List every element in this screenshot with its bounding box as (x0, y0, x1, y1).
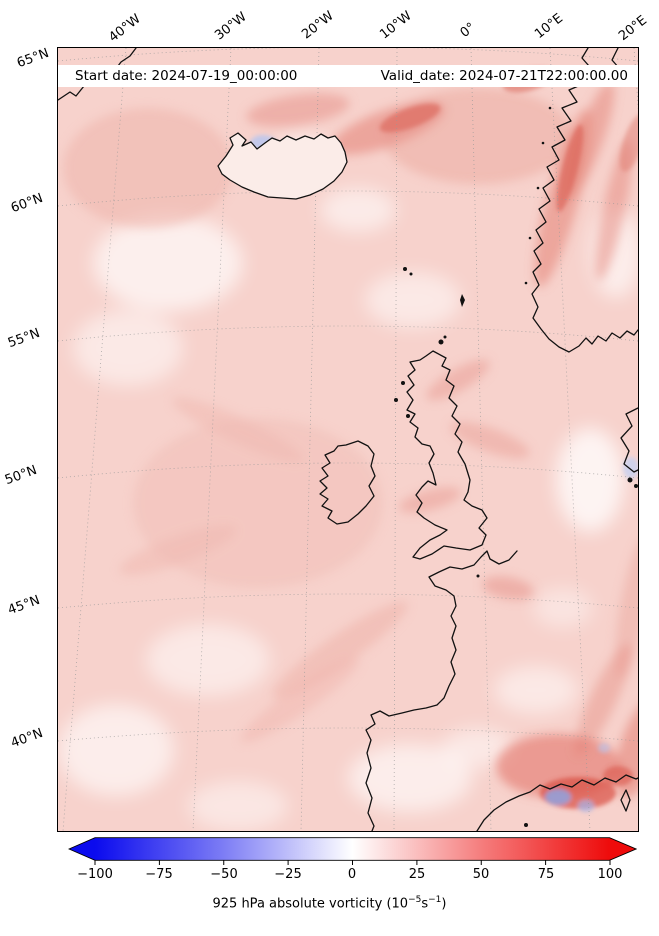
colorbar-tick-label: 75 (537, 867, 555, 882)
lat-tick-label: 60°N (9, 190, 45, 217)
colorbar: −100 −75 −50 −25 0 25 50 75 100 (67, 837, 638, 889)
ireland-coastline (319, 440, 376, 525)
colorbar-gradient (67, 837, 638, 865)
coastlines (58, 48, 638, 831)
graticule-gridlines (58, 48, 638, 831)
small-islands (394, 106, 638, 827)
caption-exponent: −5 (408, 895, 422, 905)
valid-date-label: Valid_date: 2024-07-21T22:00:00.00 (380, 68, 628, 84)
lon-tick-label: 30°W (212, 9, 250, 44)
mediterranean-coastline (476, 774, 638, 831)
map-panel: Start date: 2024-07-19_00:00:00 Valid_da… (57, 47, 639, 832)
colorbar-tick-label: 100 (597, 867, 623, 882)
lat-tick-label: 40°N (9, 725, 45, 752)
norway-coastline (531, 48, 638, 353)
denmark-coastline (620, 407, 638, 473)
lat-tick-label: 65°N (15, 45, 51, 72)
lon-tick-label: 40°W (106, 11, 144, 46)
start-date-label: Start date: 2024-07-19_00:00:00 (75, 68, 298, 84)
colorbar-tick-marks (94, 860, 611, 865)
lon-tick-label: 10°W (377, 8, 415, 43)
colorbar-tick-label: 25 (408, 867, 426, 882)
great-britain-coastline (406, 350, 488, 560)
lat-tick-label: 55°N (6, 325, 42, 352)
medium-vorticity-filaments (63, 81, 638, 798)
lat-tick-label: 45°N (6, 592, 42, 619)
vorticity-field-map (58, 48, 638, 831)
france-iberia-coastline (365, 550, 518, 831)
lon-tick-label: 20°E (616, 12, 650, 45)
caption-text: s (421, 896, 429, 912)
colorbar-tick-label: 50 (472, 867, 490, 882)
colorbar-arrow-bar (67, 837, 638, 861)
date-header-band: Start date: 2024-07-19_00:00:00 Valid_da… (58, 65, 638, 87)
lon-tick-label: 10°E (532, 10, 566, 43)
lon-tick-label: 20°W (299, 8, 337, 43)
caption-text: 925 hPa absolute vorticity (10 (212, 896, 409, 912)
corsica-coastline (620, 789, 631, 812)
caption-text: ) (441, 896, 447, 912)
colorbar-caption: 925 hPa absolute vorticity (10−5s−1) (0, 895, 659, 911)
colorbar-tick-label: −25 (274, 867, 302, 882)
colorbar-tick-label: 0 (347, 867, 357, 882)
lon-tick-label: 0° (457, 20, 479, 41)
caption-exponent: −1 (428, 895, 442, 905)
iceland-coastline (217, 132, 348, 200)
colorbar-tick-label: −75 (145, 867, 173, 882)
lat-tick-label: 50°N (3, 462, 39, 489)
colorbar-tick-label: −100 (77, 867, 113, 882)
colorbar-tick-label: −50 (210, 867, 238, 882)
